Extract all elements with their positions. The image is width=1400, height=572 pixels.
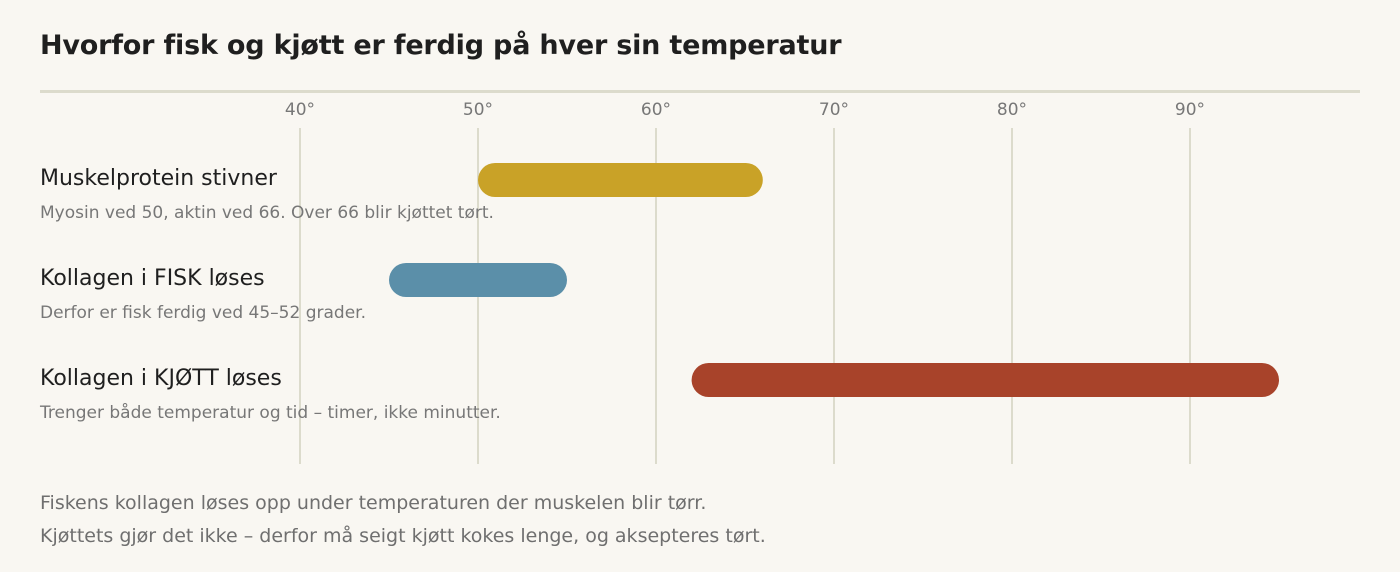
- bars: [389, 163, 1279, 397]
- tick-label-40: 40°: [285, 100, 315, 120]
- tick-label-60: 60°: [641, 100, 671, 120]
- footnote: Fiskens kollagen løses opp under tempera…: [40, 487, 766, 553]
- row-desc-meat: Trenger både temperatur og tid – timer, …: [40, 403, 501, 423]
- title-divider: [40, 90, 1360, 93]
- tick-label-90: 90°: [1175, 100, 1205, 120]
- footnote-line-1: Fiskens kollagen løses opp under tempera…: [40, 492, 707, 514]
- bar-3: [691, 363, 1279, 397]
- row-desc-muscle: Myosin ved 50, aktin ved 66. Over 66 bli…: [40, 203, 494, 223]
- row-desc-fish: Derfor er fisk ferdig ved 45–52 grader.: [40, 303, 366, 323]
- tick-label-70: 70°: [819, 100, 849, 120]
- bar-1: [478, 163, 763, 197]
- chart-title: Hvorfor fisk og kjøtt er ferdig på hver …: [40, 30, 842, 61]
- tick-labels: 40° 50° 60° 70° 80° 90°: [285, 100, 1205, 120]
- row-label-fish: Kollagen i FISK løses: [40, 266, 265, 291]
- tick-label-50: 50°: [463, 100, 493, 120]
- tick-label-80: 80°: [997, 100, 1027, 120]
- row-label-muscle: Muskelprotein stivner: [40, 166, 277, 191]
- footnote-line-2: Kjøttets gjør det ikke – derfor må seigt…: [40, 525, 766, 547]
- row-label-meat: Kollagen i KJØTT løses: [40, 366, 282, 391]
- bar-2: [389, 263, 567, 297]
